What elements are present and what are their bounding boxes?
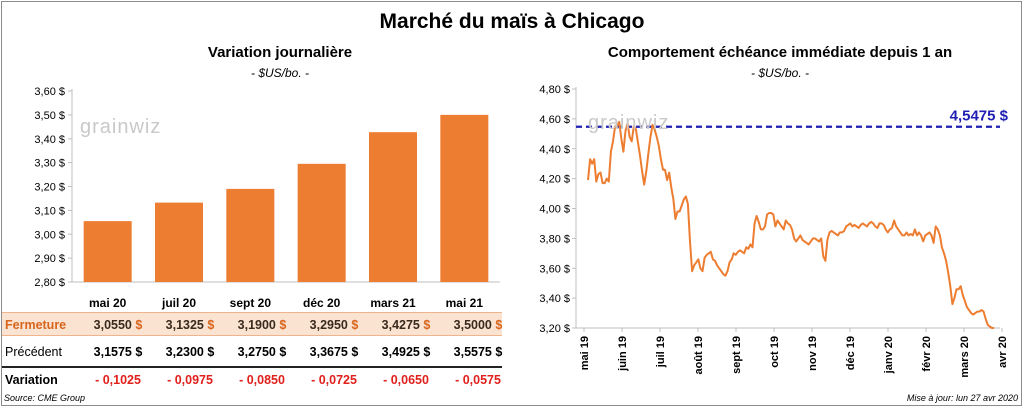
- table-cell: 3,4925 $: [381, 345, 431, 359]
- row-label: Précédent: [5, 345, 62, 359]
- table-row-variation: Variation - 0,1025 - 0,0975 - 0,0850 - 0…: [2, 366, 502, 390]
- y-tick-label: 3,60 $: [539, 263, 570, 275]
- x-tick-label: janv 20: [883, 336, 895, 374]
- reference-line-label: 4,5475 $: [950, 108, 1009, 125]
- x-tick-label: déc 19: [845, 336, 857, 370]
- x-tick-label: mai 19: [579, 336, 591, 370]
- y-tick-label: 2,80 $: [34, 277, 65, 289]
- right-chart-unit: - $US/bo. -: [750, 66, 810, 80]
- row-label: Fermeture: [5, 318, 67, 332]
- table-cell: - 0,0575: [455, 373, 501, 387]
- right-chart-title: Comportement échéance immédiate depuis 1…: [607, 44, 953, 61]
- table-cell: - 0,1025: [95, 373, 141, 387]
- table-cell: 3,0550 $: [93, 318, 143, 332]
- x-tick-label: nov 19: [807, 336, 819, 371]
- table-cell: 3,2750 $: [237, 345, 287, 359]
- y-tick-label: 4,40 $: [539, 144, 570, 156]
- bar-sept-20: [226, 188, 275, 282]
- table-cell: 3,4275 $: [381, 318, 431, 332]
- table-cell: - 0,0850: [239, 373, 285, 387]
- price-series-line: [587, 120, 994, 329]
- x-tick-label: avr 20: [997, 336, 1009, 368]
- y-tick-label: 3,00 $: [34, 229, 65, 241]
- x-tick-label: mars 20: [959, 336, 971, 378]
- x-category-label: mai 21: [446, 296, 484, 310]
- x-category-label: mars 21: [370, 296, 416, 310]
- y-tick-label: 3,60 $: [34, 86, 65, 98]
- table-cell: - 0,0975: [167, 373, 213, 387]
- table-cell: - 0,0725: [311, 373, 357, 387]
- x-tick-label: juil 19: [655, 336, 667, 368]
- x-tick-label: août 19: [693, 336, 705, 375]
- bar-juil-20: [155, 202, 203, 282]
- x-category-label: sept 20: [230, 296, 272, 310]
- y-tick-label: 3,50 $: [34, 110, 65, 122]
- table-cell: 3,3675 $: [309, 345, 359, 359]
- y-tick-label: 4,60 $: [539, 114, 570, 126]
- x-category-label: juil 20: [161, 296, 196, 310]
- left-chart-unit: - $US/bo. -: [250, 66, 310, 80]
- source-note: Source: CME Group: [4, 393, 86, 403]
- x-category-label: mai 20: [89, 296, 127, 310]
- x-tick-label: oct 19: [769, 336, 781, 368]
- table-row-close: Fermeture 3,0550 $ 3,1325 $ 3,1900 $ 3,2…: [2, 312, 502, 336]
- table-cell: 3,2300 $: [165, 345, 215, 359]
- table-cell: - 0,0650: [383, 373, 429, 387]
- page-title: Marché du maïs à Chicago: [379, 10, 645, 33]
- table-row-previous: Précédent 3,1575 $ 3,2300 $ 3,2750 $ 3,3…: [2, 340, 502, 364]
- x-tick-label: sept 19: [731, 336, 743, 374]
- y-tick-label: 3,40 $: [539, 293, 570, 305]
- table-cell: 3,5575 $: [453, 345, 503, 359]
- table-cell: 3,5000 $: [453, 318, 503, 332]
- x-category-label: déc 20: [303, 296, 341, 310]
- bar-mai-20: [83, 221, 132, 282]
- bar-déc-20: [297, 163, 346, 282]
- row-label: Variation: [5, 373, 58, 387]
- left-chart-title: Variation journalière: [207, 44, 353, 61]
- watermark-right: grainwiz: [588, 112, 670, 134]
- x-tick-label: juin 19: [617, 336, 629, 372]
- x-tick-label: févr 20: [921, 336, 933, 371]
- y-tick-label: 4,80 $: [539, 84, 570, 96]
- y-tick-label: 3,20 $: [34, 182, 65, 194]
- bar-mai-21: [440, 114, 489, 282]
- bar-mars-21: [369, 132, 417, 282]
- y-tick-label: 3,20 $: [539, 323, 570, 335]
- y-tick-label: 2,90 $: [34, 253, 65, 265]
- y-tick-label: 3,30 $: [34, 158, 65, 170]
- y-tick-label: 4,20 $: [539, 174, 570, 186]
- table-cell: 3,1900 $: [237, 318, 287, 332]
- y-tick-label: 4,00 $: [539, 204, 570, 216]
- y-tick-label: 3,10 $: [34, 205, 65, 217]
- table-cell: 3,2950 $: [309, 318, 359, 332]
- update-note: Mise à jour: lun 27 avr 2020: [906, 393, 1018, 403]
- table-cell: 3,1325 $: [165, 318, 215, 332]
- table-cell: 3,1575 $: [93, 345, 143, 359]
- y-tick-label: 3,80 $: [539, 233, 570, 245]
- watermark-left: grainwiz: [80, 116, 162, 138]
- y-tick-label: 3,40 $: [34, 134, 65, 146]
